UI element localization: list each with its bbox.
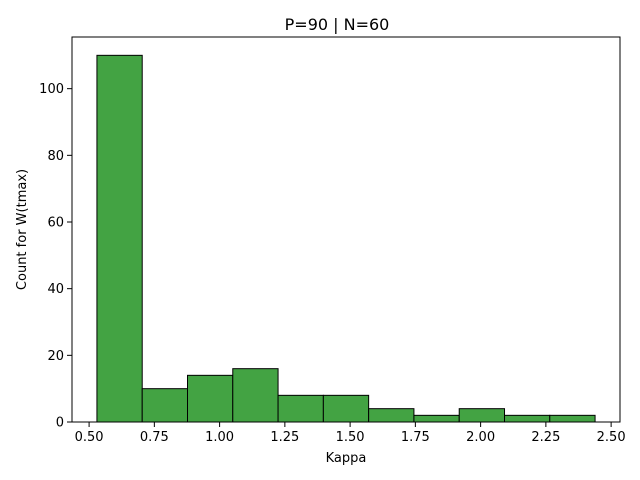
x-tick-label: 1.75	[401, 430, 430, 445]
x-tick-label: 1.50	[336, 430, 365, 445]
y-tick-label: 20	[47, 349, 64, 364]
plot-frame	[71, 36, 621, 423]
histogram-bar	[413, 414, 460, 423]
x-tick-label: 2.00	[466, 430, 495, 445]
x-axis-ticks: 0.50 0.75 1.00 1.25 1.50 1.75 2.00 2.25 2.50	[75, 422, 626, 445]
histogram-bar	[322, 394, 370, 423]
histogram-bar	[232, 368, 279, 423]
y-axis-label: Count for W(tmax)	[15, 169, 30, 290]
x-axis-label: Kappa	[326, 451, 367, 466]
histogram-bar	[368, 408, 415, 423]
histogram-bar	[458, 408, 506, 423]
histogram-bar	[141, 388, 189, 423]
x-tick-label: 0.75	[140, 430, 169, 445]
y-tick-label: 80	[47, 149, 64, 164]
x-tick-label: 1.00	[205, 430, 234, 445]
x-tick-label: 1.25	[270, 430, 299, 445]
bars-group	[96, 54, 596, 423]
y-tick-label: 0	[56, 416, 64, 431]
x-tick-label: 2.50	[597, 430, 626, 445]
histogram-bar	[187, 374, 234, 423]
histogram-bar	[549, 414, 596, 423]
histogram-bar	[277, 394, 324, 423]
x-tick-label: 2.25	[531, 430, 560, 445]
y-axis-ticks: 0 20 40 60 80 100	[39, 82, 72, 431]
chart-title: P=90 | N=60	[285, 15, 390, 34]
x-tick-label: 0.50	[75, 430, 104, 445]
histogram-bar	[504, 414, 551, 423]
histogram-bar	[96, 54, 143, 423]
y-tick-label: 100	[39, 82, 64, 97]
y-tick-label: 60	[47, 216, 64, 231]
y-tick-label: 40	[47, 282, 64, 297]
